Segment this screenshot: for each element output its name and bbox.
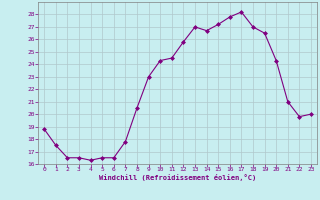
X-axis label: Windchill (Refroidissement éolien,°C): Windchill (Refroidissement éolien,°C) bbox=[99, 174, 256, 181]
